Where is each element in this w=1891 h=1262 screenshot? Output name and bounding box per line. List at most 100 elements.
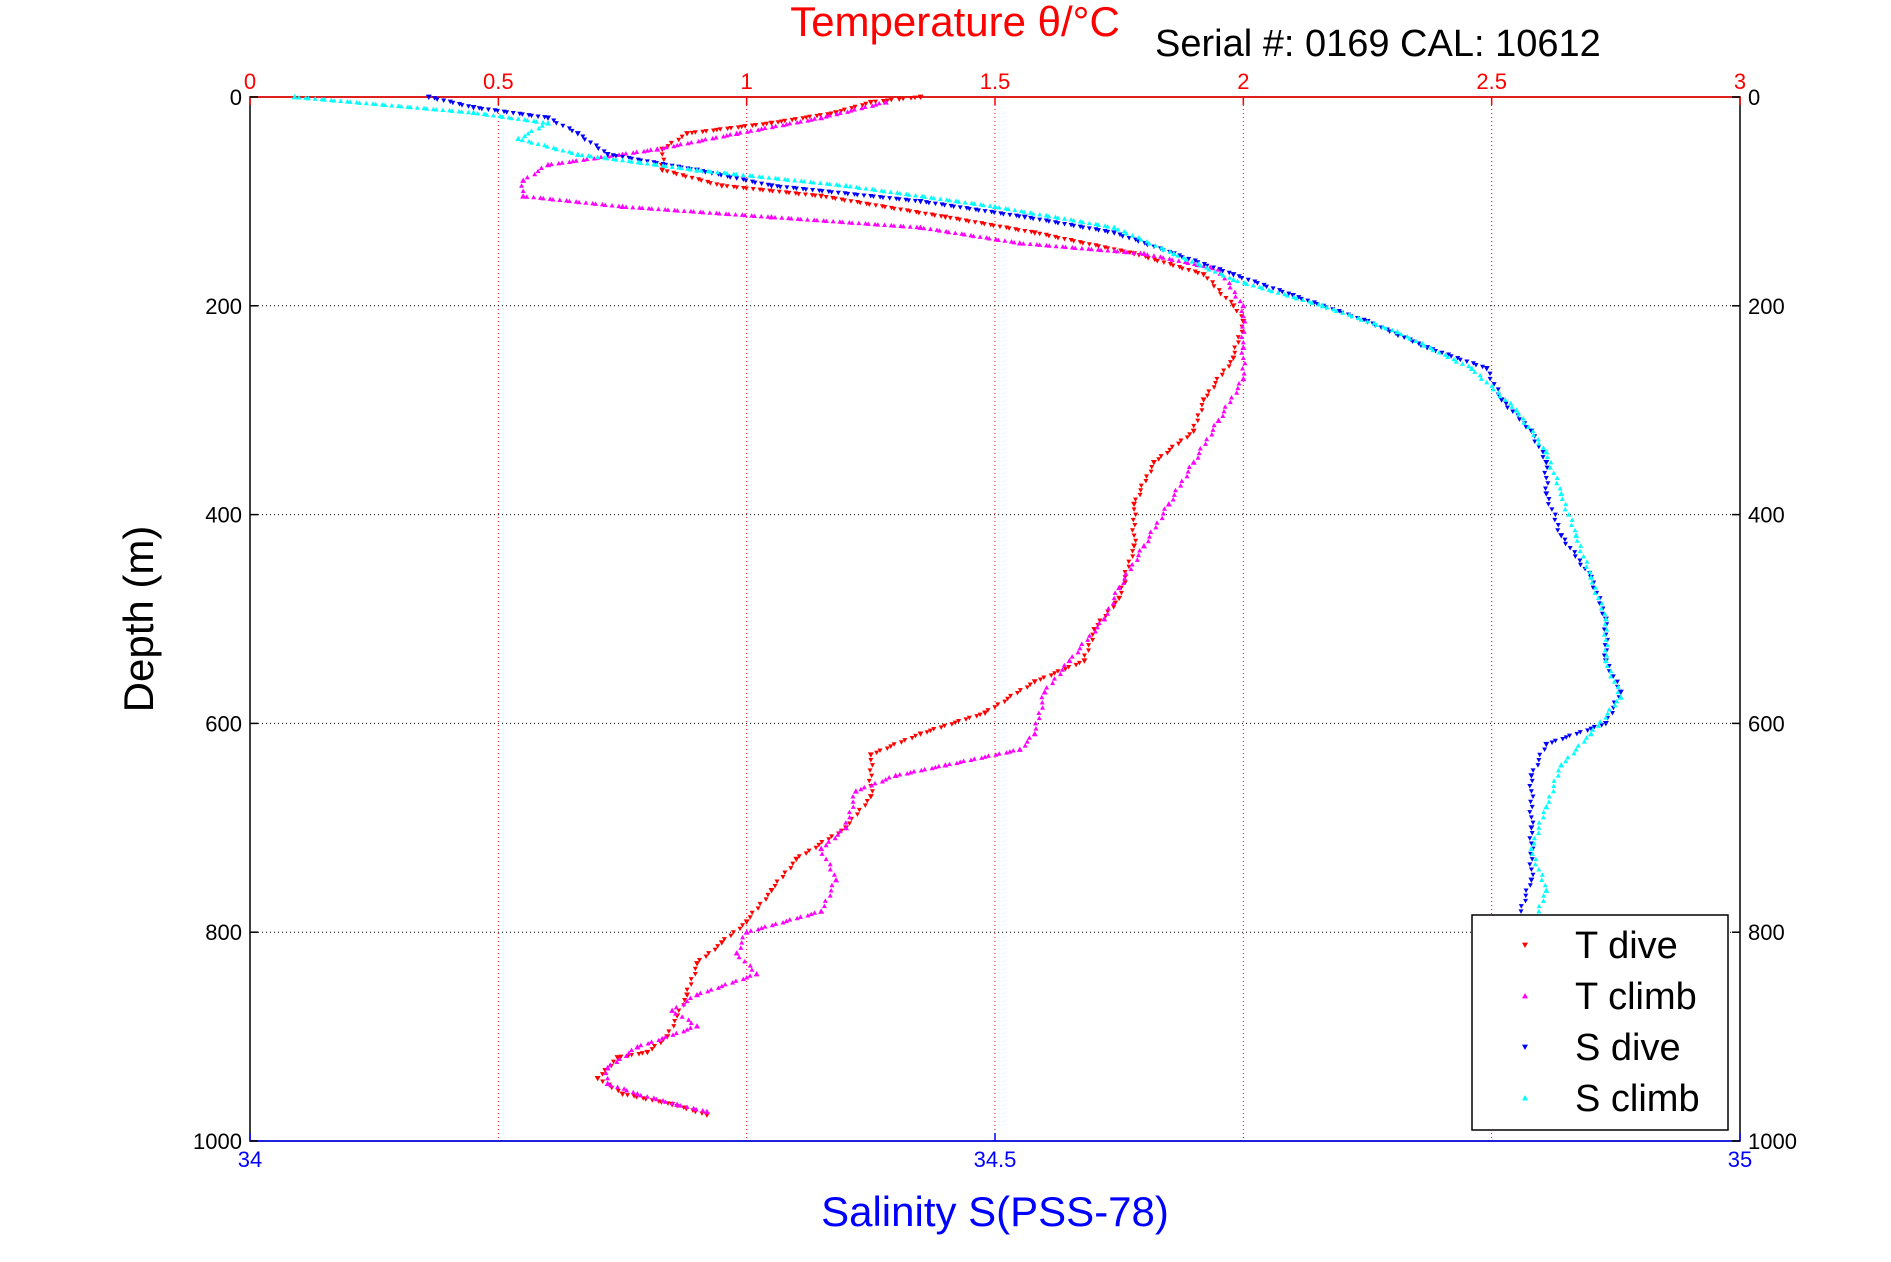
data-point — [1527, 836, 1533, 841]
data-point — [1489, 383, 1495, 388]
data-point — [331, 98, 337, 103]
data-point — [1135, 552, 1141, 558]
data-point — [1528, 789, 1534, 794]
data-point — [450, 100, 456, 106]
data-point — [736, 954, 742, 960]
data-point — [1024, 739, 1030, 744]
data-point — [1146, 241, 1152, 246]
data-point — [1572, 550, 1578, 555]
data-point — [700, 129, 706, 135]
data-point — [866, 202, 872, 208]
data-point — [1232, 289, 1238, 295]
data-point — [1484, 379, 1490, 385]
data-point — [687, 1025, 693, 1030]
data-point — [1187, 432, 1193, 437]
data-point — [1428, 345, 1434, 350]
data-point — [663, 1099, 669, 1104]
data-point — [1528, 815, 1534, 820]
data-point — [1027, 682, 1033, 687]
data-point — [614, 1055, 621, 1061]
data-point — [942, 762, 949, 768]
data-point — [1012, 207, 1018, 213]
data-point — [1518, 909, 1524, 914]
data-point — [1466, 363, 1472, 369]
data-point — [1556, 767, 1562, 773]
data-point — [1210, 427, 1216, 432]
data-point — [1609, 710, 1615, 716]
data-point — [780, 875, 786, 880]
data-point — [769, 922, 775, 928]
data-point — [979, 755, 985, 760]
data-point — [1183, 257, 1189, 262]
data-point — [1448, 354, 1454, 359]
data-point — [1523, 888, 1529, 893]
data-point — [1111, 224, 1118, 230]
data-point — [987, 203, 993, 208]
data-point — [924, 730, 930, 735]
data-point — [1597, 719, 1603, 724]
data-point — [1300, 297, 1306, 302]
data-point — [1439, 350, 1445, 356]
data-point — [1602, 657, 1609, 664]
data-point — [1226, 364, 1232, 369]
data-point — [630, 204, 636, 210]
data-point — [1239, 350, 1245, 355]
data-point — [669, 164, 675, 169]
data-point — [548, 161, 554, 167]
data-point — [1605, 642, 1610, 648]
data-point — [787, 120, 793, 126]
data-point — [737, 926, 743, 932]
temperature-axis-title: Temperature θ/°C — [790, 0, 1120, 45]
data-point — [1455, 356, 1461, 361]
data-point — [1549, 507, 1555, 512]
data-point — [665, 207, 671, 212]
depth-tick-label-left: 800 — [205, 920, 242, 945]
data-point — [614, 1059, 620, 1064]
data-point — [1535, 436, 1541, 442]
data-point — [854, 192, 860, 198]
data-point — [1487, 371, 1493, 377]
data-point — [1589, 579, 1595, 585]
data-point — [848, 108, 854, 113]
data-point — [1603, 637, 1609, 642]
data-point — [836, 182, 842, 188]
data-point — [582, 137, 588, 143]
data-point — [1227, 275, 1233, 280]
data-point — [898, 740, 904, 745]
data-point — [961, 232, 967, 237]
data-point — [1239, 308, 1245, 314]
data-point — [676, 137, 682, 143]
data-point — [1008, 693, 1014, 699]
data-point — [1419, 340, 1425, 346]
data-point — [1158, 254, 1163, 259]
temperature-tick-label: 1.5 — [980, 69, 1011, 94]
data-point — [1129, 528, 1135, 533]
data-point — [531, 194, 537, 200]
data-point — [1577, 548, 1583, 554]
data-point — [1562, 537, 1568, 543]
data-point — [921, 225, 927, 231]
data-point — [1226, 280, 1232, 285]
data-point — [1086, 242, 1092, 247]
data-point — [1141, 542, 1147, 549]
data-point — [1179, 478, 1185, 483]
data-point — [740, 923, 746, 928]
data-point — [1572, 554, 1578, 559]
data-point — [694, 167, 700, 173]
data-point — [1530, 768, 1536, 773]
data-point — [529, 113, 534, 119]
data-point — [821, 903, 827, 909]
data-point — [740, 172, 746, 177]
data-point — [803, 851, 809, 856]
data-point — [830, 218, 836, 224]
data-point — [734, 185, 740, 190]
data-point — [1086, 220, 1092, 226]
data-marks — [291, 94, 1624, 1118]
data-point — [823, 114, 829, 119]
data-point — [768, 183, 775, 189]
data-point — [1211, 422, 1217, 428]
data-point — [1216, 288, 1222, 293]
data-point — [1127, 250, 1133, 256]
data-point — [1195, 455, 1201, 460]
data-point — [689, 175, 695, 181]
